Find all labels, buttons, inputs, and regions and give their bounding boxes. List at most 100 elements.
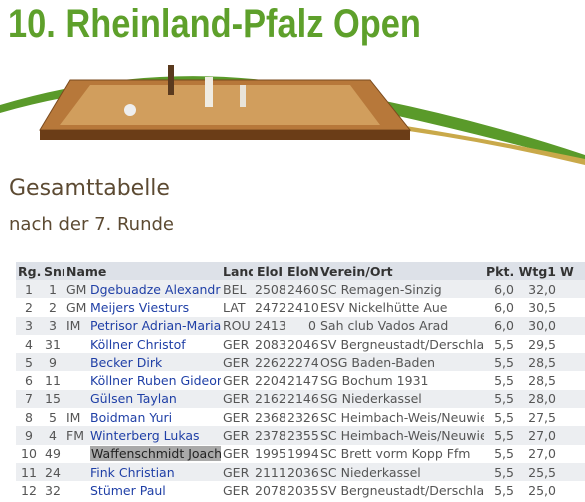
table-cell: 2078 — [255, 482, 285, 498]
table-cell: 28,5 — [528, 373, 556, 389]
standings-table: Rg.SnrNameLandEloIEloNVerein/OrtPkt.Wtg1… — [16, 262, 585, 500]
table-cell: SG Bochum 1931 — [320, 373, 429, 389]
name-cell: Petrisor Adrian-Marian — [88, 316, 221, 335]
table-cell: 2413 — [253, 316, 285, 335]
clipped-cell — [558, 462, 585, 482]
table-cell: 5,5 — [484, 426, 516, 445]
table-cell: 25,0 — [528, 482, 556, 498]
name-cell: Becker Dirk — [88, 353, 221, 372]
name-cell: Meijers Viesturs — [90, 299, 190, 315]
table-cell: 6 — [25, 373, 33, 389]
name-cell: Fink Christian — [88, 462, 221, 482]
column-header: Wtg1 — [516, 262, 558, 280]
name-cell: Boidman Yuri — [90, 409, 173, 425]
table-cell: 27,5 — [528, 409, 556, 425]
empty-cell — [64, 462, 88, 482]
clipped-cell — [558, 445, 585, 463]
table-cell: 1 — [16, 280, 42, 299]
empty-cell — [64, 335, 88, 353]
table-cell: FM — [64, 426, 88, 445]
empty-cell — [64, 481, 88, 499]
table-row: 7 15 Gülsen Taylan GER 2162 2146 SG Niederkass… — [16, 389, 585, 409]
table-cell: 9 — [16, 426, 42, 445]
table-cell: 15 — [42, 389, 64, 409]
table-cell: 31 — [45, 336, 61, 352]
clipped-cell — [558, 280, 585, 299]
table-cell: 49 — [45, 446, 61, 462]
table-cell: 2 — [25, 299, 33, 315]
table-cell: 5,5 — [494, 336, 514, 352]
table-cell: ROU — [221, 316, 253, 335]
table-cell: ESV Nickelhütte Aue — [320, 299, 448, 315]
table-cell: 6,0 — [484, 280, 516, 299]
table-cell: 2274 — [285, 353, 318, 372]
table-cell: 2162 — [253, 389, 285, 409]
table-cell: 2035 — [287, 482, 318, 498]
table-cell: 4 — [42, 426, 64, 445]
table-cell: GER — [223, 336, 250, 352]
empty-cell — [64, 389, 88, 409]
table-cell: SC Remagen-Sinzig — [318, 280, 484, 299]
table-cell: 5,5 — [484, 462, 516, 482]
table-cell: 5,5 — [494, 446, 514, 462]
name-cell: Waffenschmidt Joachim — [88, 445, 221, 463]
highlighted-name: Waffenschmidt Joachim — [90, 446, 221, 462]
clipped-cell — [558, 316, 585, 335]
column-header: Snr — [42, 262, 64, 280]
table-cell: 2378 — [253, 426, 285, 445]
table-row: 12 32 Stümer Paul GER 2078 2035 SV Bergneustad… — [16, 481, 585, 499]
table-cell: 5,5 — [484, 353, 516, 372]
table-cell: IM — [64, 316, 88, 335]
table-cell: 3 — [16, 316, 42, 335]
empty-cell — [64, 353, 88, 372]
table-cell: SC Niederkassel — [318, 462, 484, 482]
column-header: EloN — [285, 262, 318, 280]
header-row: Rg.SnrNameLandEloIEloNVerein/OrtPkt.Wtg1… — [16, 262, 585, 280]
table-cell: 2147 — [287, 373, 318, 389]
table-cell: OSG Baden-Baden — [318, 353, 484, 372]
clipped-cell — [558, 298, 585, 316]
table-cell: 2508 — [253, 280, 285, 299]
table-cell: 2410 — [287, 299, 318, 315]
column-header: Pkt. — [484, 262, 516, 280]
table-cell: GER — [223, 446, 250, 462]
name-cell: Stümer Paul — [90, 482, 166, 498]
clipped-cell — [558, 481, 585, 499]
table-cell: 32,0 — [516, 280, 558, 299]
clipped-cell — [558, 389, 585, 409]
table-cell: BEL — [221, 280, 253, 299]
clipped-cell — [558, 371, 585, 389]
table-cell: 32 — [45, 482, 61, 498]
table-cell: 11 — [45, 373, 61, 389]
table-cell: GER — [221, 389, 253, 409]
table-cell: GM — [64, 280, 88, 299]
table-cell: GER — [221, 462, 253, 482]
table-cell: 12 — [21, 482, 37, 498]
table-cell: SV Bergneustadt/Derschlag — [320, 336, 484, 352]
table-row: 6 11 Köllner Ruben Gideon GER 2204 2147 SG Boc… — [16, 371, 585, 389]
table-cell: 27,0 — [528, 446, 556, 462]
table-cell: 5 — [49, 409, 57, 425]
table-cell: SC Brett vorm Kopp Ffm — [320, 446, 471, 462]
table-cell: 10 — [21, 446, 37, 462]
table-cell: 8 — [25, 409, 33, 425]
column-header: EloI — [253, 262, 285, 280]
table-cell: 2326 — [287, 409, 318, 425]
table-cell: 5 — [16, 353, 42, 372]
column-header: Rg. — [16, 262, 42, 280]
name-cell: Gülsen Taylan — [88, 389, 221, 409]
table-cell: SC Heimbach-Weis/Neuwied — [320, 409, 484, 425]
column-header: Land — [221, 262, 253, 280]
table-cell: IM — [66, 409, 81, 425]
name-cell: Dgebuadze Alexandre — [88, 280, 221, 299]
table-cell: 1 — [42, 280, 64, 299]
table-row: 1 1 GM Dgebuadze Alexandre BEL 2508 2460 SC Rem… — [16, 280, 585, 299]
table-cell: 4 — [25, 336, 33, 352]
table-cell: LAT — [223, 299, 246, 315]
table-cell: 2111 — [253, 462, 285, 482]
table-cell: 6,0 — [484, 316, 516, 335]
column-header: W — [558, 262, 585, 280]
table-row: 2 2 GM Meijers Viesturs LAT 2472 2410 ESV Nicke… — [16, 298, 585, 316]
table-cell: 2046 — [287, 336, 318, 352]
